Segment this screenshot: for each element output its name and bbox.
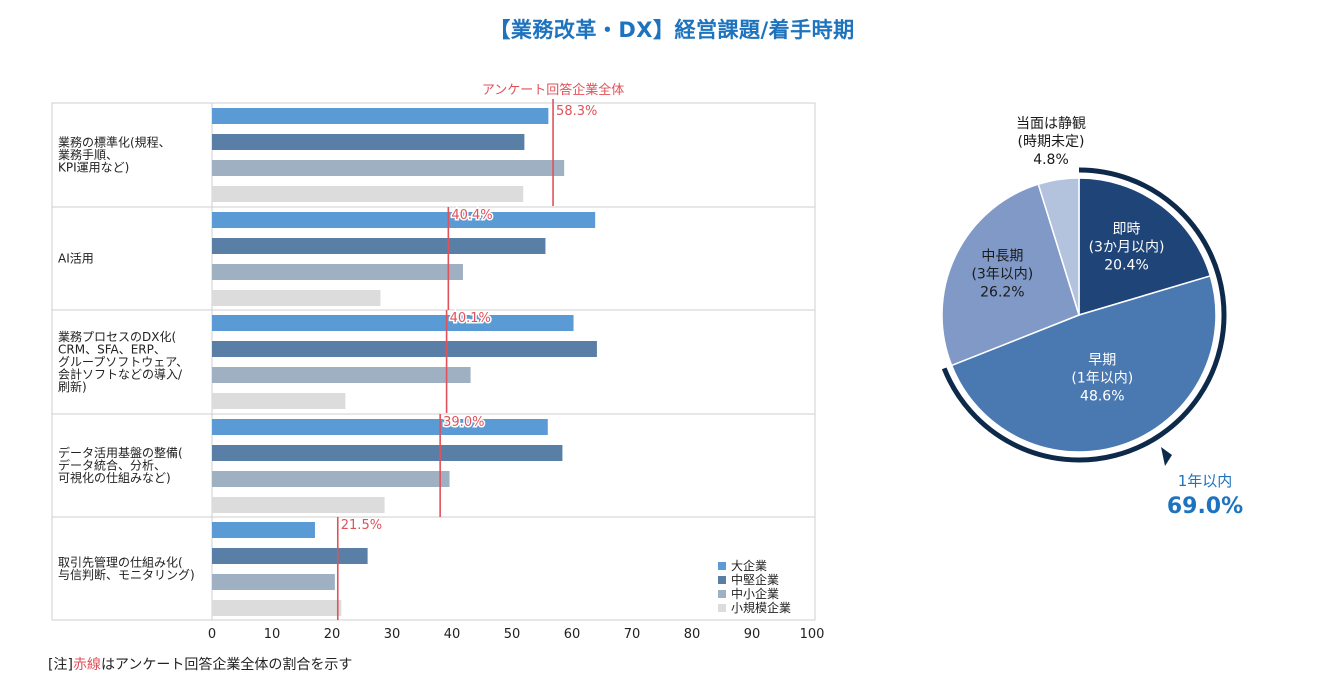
bar-中堅企業: [212, 341, 597, 357]
legend-swatch: [718, 562, 726, 570]
bar-小規模企業: [212, 393, 346, 409]
bar-中小企業: [212, 574, 335, 590]
bar-大企業: [212, 212, 596, 228]
x-tick-label: 40: [444, 627, 461, 642]
category-label: 取引先管理の仕組み化(: [58, 554, 183, 569]
bar-chart: 業務の標準化(規程、業務手順、KPI運用など) AI活用業務プロセスのDX化(CR…: [51, 82, 825, 642]
bar-中堅企業: [212, 238, 546, 254]
x-tick-label: 10: [264, 627, 281, 642]
page-title: 【業務改革・DX】経営課題/着手時期: [489, 18, 855, 42]
legend-item: 小規模企業: [718, 601, 791, 615]
overall-line-label: アンケート回答企業全体: [482, 82, 624, 98]
bar-小規模企業: [212, 290, 381, 306]
x-tick-label: 100: [800, 627, 825, 642]
pie-slice: [1037, 177, 1080, 316]
bracket-value: 69.0%: [1167, 494, 1243, 519]
pie-slice: [1078, 177, 1212, 317]
pie-slice: [941, 183, 1080, 367]
bar-大企業: [212, 315, 574, 331]
pie-slice-label: (時期未定): [1018, 134, 1085, 150]
pie-slice-label: (1年以内): [1071, 370, 1133, 386]
x-tick-label: 70: [624, 627, 641, 642]
footnote-prefix: [注]: [48, 657, 73, 673]
bar-中小企業: [212, 367, 471, 383]
bar-大企業: [212, 419, 548, 435]
category-label: 可視化の仕組みなど): [58, 470, 171, 485]
pie-slice-label: (3か月以内): [1089, 239, 1165, 255]
category-label: グループソフトウェア、: [58, 355, 188, 369]
category-label: 与信判断、モニタリング): [58, 567, 195, 582]
category-label: KPI運用など): [58, 161, 129, 175]
x-tick-label: 30: [384, 627, 401, 642]
category-label: CRM、SFA、ERP、: [58, 343, 166, 357]
category-label: 業務手順、: [58, 148, 118, 162]
bar-中小企業: [212, 160, 565, 176]
footnote-highlight: 赤線: [72, 657, 101, 673]
plot-frame: [51, 102, 816, 621]
legend-swatch: [718, 604, 726, 612]
bar-中小企業: [212, 264, 463, 280]
pie-slice-value: 20.4%: [1104, 257, 1148, 273]
pie-slice-value: 26.2%: [980, 284, 1024, 300]
x-tick-label: 0: [208, 627, 216, 642]
pie-slice-label: 当面は静観: [1016, 115, 1086, 132]
pie-slice-label: (3年以内): [971, 266, 1033, 282]
bar-中堅企業: [212, 548, 368, 564]
x-tick-label: 50: [504, 627, 521, 642]
x-tick-label: 20: [324, 627, 341, 642]
category-label: 会計ソフトなどの導入/: [58, 367, 183, 382]
bar-中堅企業: [212, 445, 563, 461]
category-label: 業務プロセスのDX化(: [58, 330, 176, 344]
category-label: データ統合、分析、: [58, 458, 166, 473]
category-label: 刷新): [58, 379, 87, 394]
legend-label: 中小企業: [731, 587, 780, 601]
overall-value-label: 21.5%: [341, 518, 382, 533]
overall-value-label: 39.0%: [443, 415, 484, 430]
x-tick-label: 90: [744, 627, 761, 642]
bar-大企業: [212, 522, 315, 538]
legend-label: 小規模企業: [731, 601, 792, 615]
footnote-suffix: はアンケート回答企業全体の割合を示す: [100, 657, 353, 673]
legend-item: 中小企業: [718, 587, 791, 601]
bracket-label: 1年以内: [1178, 472, 1233, 490]
legend-label: 中堅企業: [731, 573, 780, 587]
x-tick-label: 80: [684, 627, 701, 642]
pie-slice-value: 4.8%: [1033, 152, 1069, 168]
overall-value-label: 40.4%: [451, 208, 492, 223]
bar-中堅企業: [212, 134, 525, 150]
bar-中小企業: [212, 471, 450, 487]
legend-swatch: [718, 590, 726, 598]
legend-label: 大企業: [731, 559, 768, 573]
bar-legend: 大企業 中堅企業 中小企業 小規模企業: [718, 559, 791, 615]
overall-value-label: 40.1%: [450, 311, 491, 326]
pie-slice-label: 即時: [1113, 221, 1141, 237]
legend-swatch: [718, 576, 726, 584]
category-label: データ活用基盤の整備(: [58, 445, 183, 460]
category-label: 業務の標準化(規程、: [58, 135, 171, 150]
bracket-arc: [941, 167, 1227, 463]
bracket-pointer: [1161, 447, 1172, 466]
pie-slice-label: 早期: [1088, 352, 1116, 368]
legend-item: 中堅企業: [718, 573, 791, 587]
bar-小規模企業: [212, 186, 524, 202]
x-tick-label: 60: [564, 627, 581, 642]
bar-小規模企業: [212, 497, 385, 513]
bar-小規模企業: [212, 600, 342, 616]
footnote: [注]赤線はアンケート回答企業全体の割合を示す: [48, 654, 352, 674]
overall-value-label: 58.3%: [556, 104, 597, 119]
category-label: AI活用: [58, 252, 94, 266]
bar-大企業: [212, 108, 549, 124]
pie-slice-value: 48.6%: [1080, 388, 1124, 404]
pie-slice: [950, 275, 1217, 453]
pie-slice-label: 中長期: [981, 248, 1023, 264]
legend-item: 大企業: [718, 559, 791, 573]
